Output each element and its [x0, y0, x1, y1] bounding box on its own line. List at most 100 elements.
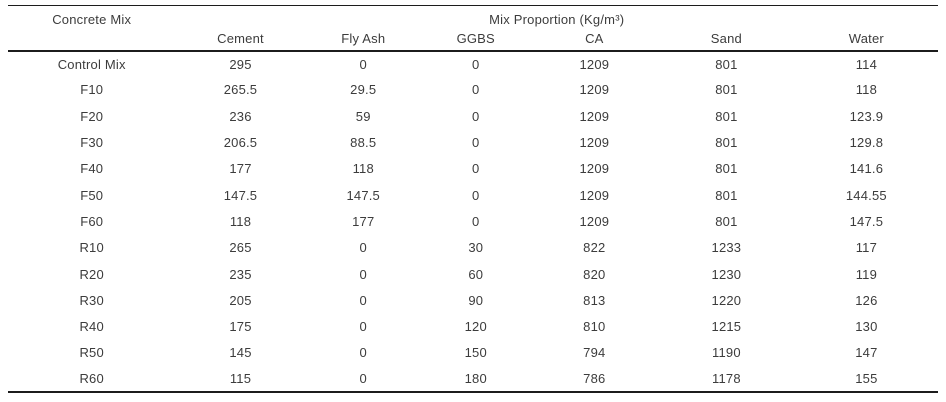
value-cell: 1209 — [579, 161, 610, 177]
value-cell: 813 — [583, 292, 606, 308]
value-cell: 177 — [352, 213, 375, 229]
column-header-sand: Sand — [658, 30, 795, 52]
table-row: R20 235 0 60 820 1230 119 — [8, 261, 938, 287]
table-row: F60 118 177 0 1209 801 147.5 — [8, 208, 938, 234]
value-cell: 0 — [472, 56, 480, 72]
value-cell: 114 — [855, 56, 878, 72]
mix-name-cell: F10 — [80, 82, 104, 98]
value-cell: 180 — [464, 371, 487, 387]
mix-name-cell: F30 — [80, 135, 104, 151]
value-cell: 0 — [472, 108, 480, 124]
value-cell: 118 — [352, 161, 374, 177]
value-cell: 144.55 — [845, 187, 887, 203]
value-cell: 0 — [359, 292, 367, 308]
table-body: Control Mix 295 0 0 1209 801 114 F10 265.5 29.5 0 1… — [8, 51, 938, 393]
value-cell: 1209 — [579, 187, 610, 203]
value-cell: 126 — [855, 292, 878, 308]
value-cell: 0 — [472, 135, 480, 151]
value-cell: 801 — [715, 135, 738, 151]
value-cell: 1233 — [711, 240, 742, 256]
value-cell: 1190 — [712, 345, 741, 361]
value-cell: 1209 — [579, 56, 610, 72]
value-cell: 0 — [359, 56, 367, 72]
empty-header-cell — [8, 30, 176, 52]
value-cell: 0 — [359, 319, 367, 335]
value-cell: 0 — [472, 187, 480, 203]
value-cell: 29.5 — [350, 82, 377, 98]
column-header-cement: Cement — [175, 30, 306, 52]
value-cell: 820 — [583, 266, 606, 282]
mix-name-cell: R60 — [79, 371, 104, 387]
value-cell: 120 — [464, 319, 487, 335]
value-cell: 801 — [715, 82, 738, 98]
value-cell: 60 — [468, 266, 484, 282]
value-cell: 0 — [359, 371, 367, 387]
value-cell: 0 — [359, 345, 367, 361]
value-cell: 150 — [464, 345, 487, 361]
column-header-fly-ash: Fly Ash — [305, 30, 421, 52]
value-cell: 1209 — [579, 213, 610, 229]
value-cell: 119 — [855, 266, 878, 282]
table-row: F50 147.5 147.5 0 1209 801 144.55 — [8, 182, 938, 208]
mix-name-cell: F20 — [80, 108, 104, 124]
group-header-row: Concrete Mix Mix Proportion (Kg/m³) — [8, 6, 938, 31]
value-cell: 801 — [715, 56, 738, 72]
value-cell: 0 — [359, 240, 367, 256]
table-row: R50 145 0 150 794 1190 147 — [8, 340, 938, 366]
value-cell: 117 — [855, 240, 878, 256]
value-cell: 115 — [229, 371, 252, 387]
value-cell: 30 — [468, 240, 484, 256]
value-cell: 177 — [229, 161, 252, 177]
value-cell: 147 — [855, 345, 878, 361]
value-cell: 59 — [355, 108, 371, 124]
concrete-mix-table: Concrete Mix Mix Proportion (Kg/m³) Ceme… — [8, 5, 938, 394]
mix-name-cell: R10 — [79, 240, 104, 256]
value-cell: 1209 — [579, 82, 610, 98]
value-cell: 118 — [855, 82, 878, 98]
value-cell: 810 — [583, 319, 606, 335]
value-cell: 794 — [583, 345, 606, 361]
value-cell: 295 — [229, 56, 252, 72]
value-cell: 1209 — [579, 135, 610, 151]
value-cell: 265.5 — [223, 82, 258, 98]
mix-name-cell: R20 — [79, 266, 104, 282]
value-cell: 265 — [229, 240, 252, 256]
value-cell: 801 — [715, 161, 738, 177]
table-row: F30 206.5 88.5 0 1209 801 129.8 — [8, 129, 938, 155]
value-cell: 147.5 — [223, 187, 258, 203]
table-row: R10 265 0 30 822 1233 117 — [8, 235, 938, 261]
column-header-ggbs: GGBS — [420, 30, 531, 52]
table-row: F10 265.5 29.5 0 1209 801 118 — [8, 77, 938, 103]
value-cell: 205 — [229, 292, 252, 308]
table-header: Concrete Mix Mix Proportion (Kg/m³) Ceme… — [8, 6, 938, 52]
mix-name-cell: F40 — [80, 161, 104, 177]
value-cell: 1230 — [711, 266, 742, 282]
value-cell: 90 — [468, 292, 484, 308]
mix-name-cell: F50 — [80, 187, 104, 203]
value-cell: 235 — [229, 266, 252, 282]
mix-name-cell: R40 — [79, 319, 104, 335]
value-cell: 130 — [855, 319, 878, 335]
value-cell: 801 — [715, 213, 738, 229]
value-cell: 1215 — [711, 319, 742, 335]
mix-name-cell: F60 — [80, 213, 104, 229]
table-row: R60 115 0 180 786 1178 155 — [8, 366, 938, 392]
table-row: R40 175 0 120 810 1215 130 — [8, 313, 938, 339]
table-row: F40 177 118 0 1209 801 141.6 — [8, 156, 938, 182]
value-cell: 141.6 — [849, 161, 884, 177]
value-cell: 129.8 — [849, 135, 884, 151]
value-cell: 0 — [359, 266, 367, 282]
value-cell: 801 — [715, 108, 738, 124]
value-cell: 0 — [472, 161, 480, 177]
mix-name-cell: Control Mix — [57, 56, 126, 72]
value-cell: 88.5 — [350, 135, 377, 151]
value-cell: 206.5 — [223, 135, 258, 151]
value-cell: 123.9 — [849, 108, 884, 124]
value-cell: 0 — [472, 82, 480, 98]
column-header-row: Cement Fly Ash GGBS CA Sand Water — [8, 30, 938, 52]
table-row: Control Mix 295 0 0 1209 801 114 — [8, 51, 938, 77]
value-cell: 118 — [229, 213, 252, 229]
value-cell: 147.5 — [346, 187, 380, 203]
mix-name-cell: R30 — [79, 292, 104, 308]
